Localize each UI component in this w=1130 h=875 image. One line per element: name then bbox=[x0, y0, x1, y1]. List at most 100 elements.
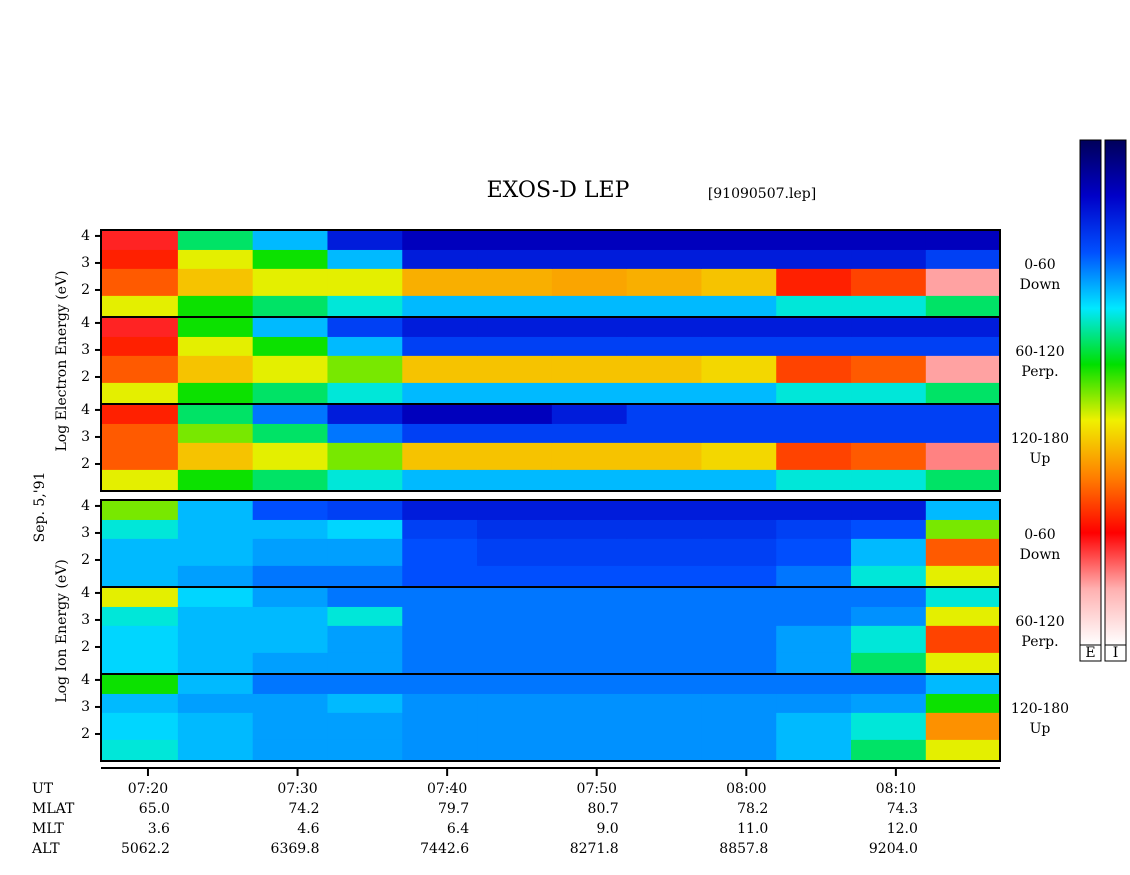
heatmap-cell bbox=[551, 295, 628, 318]
heatmap-cell bbox=[701, 674, 777, 694]
heatmap-cell bbox=[101, 652, 179, 675]
heatmap-cell bbox=[776, 249, 852, 269]
heatmap-cell bbox=[851, 587, 927, 607]
heatmap-cell bbox=[177, 500, 254, 520]
heatmap-cell bbox=[402, 469, 478, 492]
heatmap-cell bbox=[252, 469, 328, 492]
heatmap-cell bbox=[551, 652, 628, 675]
heatmap-cell bbox=[252, 404, 328, 424]
ephemeris-value: 8271.8 bbox=[570, 841, 619, 857]
heatmap-cell bbox=[477, 500, 553, 520]
heatmap-cell bbox=[477, 355, 553, 383]
heatmap-cell bbox=[925, 355, 1001, 383]
heatmap-cell bbox=[177, 538, 254, 566]
y-tick-label: 3 bbox=[81, 429, 90, 445]
heatmap-cell bbox=[925, 693, 1001, 713]
heatmap-cell bbox=[101, 625, 179, 653]
heatmap-cell bbox=[327, 519, 403, 539]
heatmap-cell bbox=[327, 500, 403, 520]
heatmap-cell bbox=[477, 295, 553, 318]
panel-label: 120-180 bbox=[1011, 701, 1069, 717]
y-tick-label: 2 bbox=[81, 369, 90, 385]
heatmap-cell bbox=[101, 317, 179, 337]
heatmap-cell bbox=[701, 693, 777, 713]
ephemeris-value: 9.0 bbox=[596, 821, 618, 837]
heatmap-cell bbox=[701, 500, 777, 520]
heatmap-cell bbox=[925, 404, 1001, 424]
heatmap-cell bbox=[851, 519, 927, 539]
heatmap-cell bbox=[776, 587, 852, 607]
heatmap-cell bbox=[626, 442, 702, 470]
heatmap-cell bbox=[477, 693, 553, 713]
heatmap-cell bbox=[402, 652, 478, 675]
ephemeris-value: 7442.6 bbox=[420, 841, 469, 857]
heatmap-cell bbox=[177, 587, 254, 607]
heatmap-cell bbox=[551, 587, 628, 607]
heatmap-cell bbox=[477, 317, 553, 337]
heatmap-cell bbox=[252, 712, 328, 740]
heatmap-cell bbox=[327, 423, 403, 443]
heatmap-cell bbox=[402, 500, 478, 520]
heatmap-cell bbox=[101, 230, 179, 250]
heatmap-cell bbox=[101, 423, 179, 443]
heatmap-cell bbox=[851, 500, 927, 520]
heatmap-cell bbox=[626, 652, 702, 675]
heatmap-cell bbox=[851, 606, 927, 626]
heatmap-cell bbox=[101, 538, 179, 566]
heatmap-cell bbox=[477, 565, 553, 588]
heatmap-cell bbox=[626, 674, 702, 694]
heatmap-cell bbox=[177, 674, 254, 694]
heatmap-cell bbox=[851, 652, 927, 675]
heatmap-cell bbox=[177, 625, 254, 653]
colorbar bbox=[1104, 139, 1127, 646]
heatmap-cell bbox=[402, 404, 478, 424]
heatmap-cell bbox=[626, 469, 702, 492]
heatmap-cell bbox=[701, 652, 777, 675]
heatmap-cell bbox=[776, 336, 852, 356]
heatmap-cell bbox=[101, 249, 179, 269]
panel-label: Perp. bbox=[1021, 364, 1058, 380]
y-axis-label: Log Electron Energy (eV) bbox=[54, 270, 70, 451]
heatmap-cell bbox=[626, 268, 702, 296]
heatmap-cell bbox=[477, 606, 553, 626]
heatmap-cell bbox=[851, 317, 927, 337]
heatmap-cell bbox=[551, 268, 628, 296]
heatmap-cell bbox=[177, 442, 254, 470]
heatmap-cell bbox=[327, 442, 403, 470]
x-tick-label: 07:30 bbox=[277, 781, 317, 797]
colorbar-label-box bbox=[1104, 644, 1127, 662]
heatmap-cell bbox=[101, 404, 179, 424]
heatmap-cell bbox=[776, 739, 852, 762]
heatmap-cell bbox=[177, 739, 254, 762]
heatmap-cell bbox=[252, 625, 328, 653]
heatmap-cell bbox=[551, 606, 628, 626]
heatmap-cell bbox=[551, 442, 628, 470]
chart-subtitle: [91090507.lep] bbox=[708, 186, 816, 202]
heatmap-cell bbox=[551, 382, 628, 405]
heatmap-cell bbox=[252, 423, 328, 443]
heatmap-cell bbox=[851, 404, 927, 424]
ephemeris-value: 4.6 bbox=[297, 821, 319, 837]
ephemeris-value: 12.0 bbox=[887, 821, 918, 837]
heatmap-cell bbox=[477, 712, 553, 740]
heatmap-cell bbox=[626, 382, 702, 405]
heatmap-cell bbox=[477, 230, 553, 250]
panel-label: 0-60 bbox=[1024, 527, 1055, 543]
heatmap-cell bbox=[776, 230, 852, 250]
panel-frame bbox=[100, 403, 1001, 492]
heatmap-cell bbox=[177, 336, 254, 356]
heatmap-cell bbox=[626, 693, 702, 713]
heatmap-cell bbox=[101, 587, 179, 607]
ephemeris-value: 65.0 bbox=[139, 801, 170, 817]
heatmap-cell bbox=[327, 538, 403, 566]
panel-label: Up bbox=[1030, 721, 1051, 737]
heatmap-cell bbox=[776, 500, 852, 520]
heatmap-cell bbox=[327, 587, 403, 607]
heatmap-cell bbox=[327, 565, 403, 588]
heatmap-cell bbox=[776, 565, 852, 588]
heatmap-cell bbox=[851, 268, 927, 296]
y-tick-label: 4 bbox=[81, 228, 90, 244]
heatmap-cell bbox=[327, 469, 403, 492]
y-tick-label: 2 bbox=[81, 456, 90, 472]
